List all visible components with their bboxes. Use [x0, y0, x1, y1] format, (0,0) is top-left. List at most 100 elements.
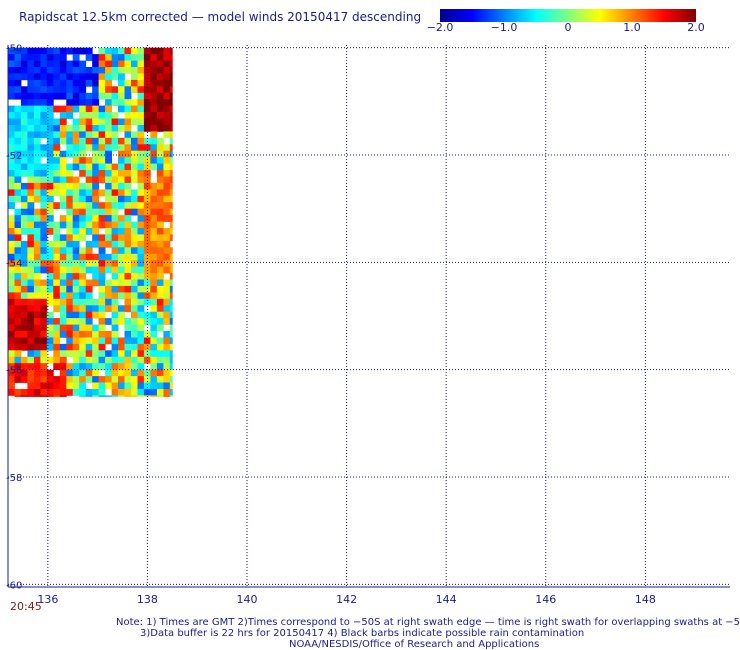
- swath-cell: [85, 47, 93, 55]
- swath-cell: [27, 215, 35, 222]
- swath-cell: [111, 285, 119, 293]
- swath-cell: [14, 298, 22, 306]
- swath-cell: [131, 86, 138, 94]
- swath-cell: [66, 144, 74, 152]
- swath-cell: [143, 298, 151, 306]
- swath-cell: [85, 137, 93, 145]
- swath-cell: [124, 247, 132, 255]
- swath-cell: [169, 195, 173, 203]
- swath-cell: [40, 311, 48, 319]
- swath-cell: [72, 202, 80, 209]
- swath-cell: [137, 157, 145, 164]
- swath-cell: [131, 298, 138, 306]
- swath-cell: [40, 144, 48, 152]
- swath-cell: [85, 318, 93, 325]
- swath-cell: [66, 363, 74, 370]
- swath-cell: [46, 285, 54, 293]
- swath-cell: [53, 266, 61, 274]
- swath-cell: [8, 163, 15, 171]
- swath-time-label: 20:45: [10, 600, 42, 613]
- swath-cell: [72, 54, 80, 61]
- swath-cell: [66, 266, 74, 274]
- swath-cell: [46, 208, 54, 216]
- swath-cell: [131, 305, 138, 313]
- swath-cell: [33, 279, 41, 287]
- swath-cell: [118, 157, 125, 164]
- swath-cell: [143, 163, 151, 171]
- swath-cell: [118, 79, 125, 87]
- swath-cell: [118, 221, 125, 229]
- swath-cell: [137, 253, 145, 261]
- swath-cell: [131, 228, 138, 235]
- swath-cell: [46, 266, 54, 274]
- swath-cell: [79, 376, 87, 383]
- swath-cell: [111, 305, 119, 313]
- swath-cell: [20, 118, 28, 126]
- swath-cell: [40, 363, 48, 370]
- swath-cell: [27, 292, 35, 300]
- swath-cell: [118, 182, 125, 190]
- swath-cell: [124, 86, 132, 94]
- swath-cell: [143, 208, 151, 216]
- swath-cell: [85, 73, 93, 81]
- swath-cell: [169, 318, 173, 325]
- swath-cell: [20, 202, 28, 209]
- swath-cell: [66, 105, 74, 113]
- swath-cell: [118, 202, 125, 209]
- swath-cell: [27, 382, 35, 390]
- swath-cell: [14, 73, 22, 81]
- swath-cell: [105, 92, 112, 100]
- swath-cell: [79, 79, 87, 87]
- swath-cell: [169, 311, 173, 319]
- swath-cell: [111, 234, 119, 242]
- swath-cell: [72, 208, 80, 216]
- swath-cell: [105, 112, 112, 119]
- swath-cell: [33, 285, 41, 293]
- swath-cell: [150, 311, 158, 319]
- swath-cell: [20, 112, 28, 119]
- swath-cell: [111, 137, 119, 145]
- swath-cell: [46, 99, 54, 106]
- swath-cell: [137, 324, 145, 332]
- swath-cell: [150, 331, 158, 338]
- swath-cell: [72, 105, 80, 113]
- swath-cell: [111, 382, 119, 390]
- swath-cell: [92, 240, 100, 248]
- swath-cell: [53, 118, 61, 126]
- swath-cell: [8, 131, 15, 139]
- swath-cell: [85, 298, 93, 306]
- swath-cell: [40, 215, 48, 222]
- swath-cell: [156, 118, 164, 126]
- swath-cell: [169, 105, 173, 113]
- swath-cell: [111, 253, 119, 261]
- swath-cell: [20, 305, 28, 313]
- swath-cell: [150, 389, 158, 396]
- swath-cell: [169, 395, 173, 397]
- swath-cell: [111, 163, 119, 171]
- swath-cell: [169, 157, 173, 164]
- swath-cell: [163, 176, 171, 184]
- swath-cell: [118, 137, 125, 145]
- swath-cell: [124, 131, 132, 139]
- swath-cell: [72, 163, 80, 171]
- swath-cell: [8, 285, 15, 293]
- swath-cell: [79, 279, 87, 287]
- swath-cell: [85, 253, 93, 261]
- swath-cell: [79, 260, 87, 267]
- swath-cell: [8, 202, 15, 209]
- swath-cell: [40, 182, 48, 190]
- swath-cell: [72, 279, 80, 287]
- swath-cell: [8, 240, 15, 248]
- swath-cell: [85, 112, 93, 119]
- swath-cell: [92, 182, 100, 190]
- swath-cell: [8, 343, 15, 351]
- swath-cell: [14, 208, 22, 216]
- swath-cell: [79, 221, 87, 229]
- swath-cell: [59, 376, 67, 383]
- swath-cell: [59, 215, 67, 222]
- swath-cell: [143, 292, 151, 300]
- swath-cell: [33, 170, 41, 177]
- swath-cell: [53, 343, 61, 351]
- swath-cell: [85, 118, 93, 126]
- swath-cell: [79, 331, 87, 338]
